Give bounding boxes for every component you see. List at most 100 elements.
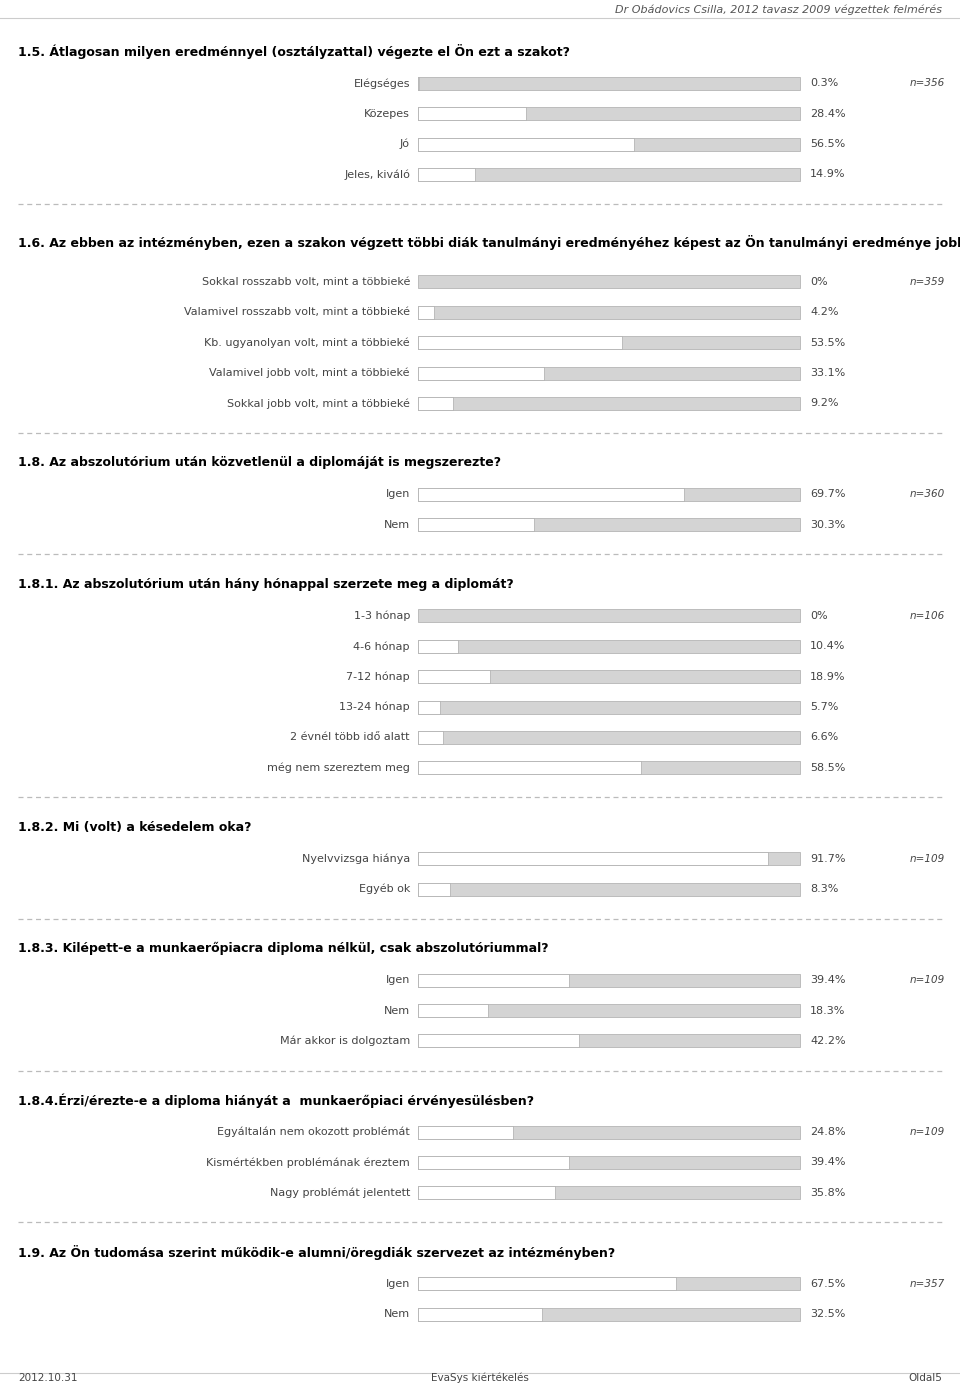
Text: n=359: n=359 [910,278,946,287]
Text: 4.2%: 4.2% [810,307,838,317]
FancyBboxPatch shape [418,138,634,151]
Text: Közepes: Közepes [364,109,410,119]
FancyBboxPatch shape [418,306,434,319]
FancyBboxPatch shape [418,138,800,151]
FancyBboxPatch shape [418,367,544,379]
FancyBboxPatch shape [418,336,800,349]
Text: 35.8%: 35.8% [810,1187,846,1198]
Text: 1-3 hónap: 1-3 hónap [353,611,410,621]
Text: Nem: Nem [384,1310,410,1320]
FancyBboxPatch shape [418,1278,800,1290]
FancyBboxPatch shape [418,1156,568,1169]
Text: 1.6. Az ebben az intézményben, ezen a szakon végzett többi diák tanulmányi eredm: 1.6. Az ebben az intézményben, ezen a sz… [18,234,960,250]
Text: Valamivel rosszabb volt, mint a többieké: Valamivel rosszabb volt, mint a többieké [184,307,410,317]
Text: EvaSys kiértékelés: EvaSys kiértékelés [431,1373,529,1384]
Text: 53.5%: 53.5% [810,338,845,347]
Text: Elégséges: Elégséges [353,78,410,88]
FancyBboxPatch shape [418,167,800,181]
FancyBboxPatch shape [418,1307,800,1321]
Text: 8.3%: 8.3% [810,884,838,894]
Text: Valamivel jobb volt, mint a többieké: Valamivel jobb volt, mint a többieké [209,368,410,378]
Text: 28.4%: 28.4% [810,109,846,119]
Text: 0.3%: 0.3% [810,78,838,88]
FancyBboxPatch shape [418,275,800,289]
FancyBboxPatch shape [418,1126,800,1138]
FancyBboxPatch shape [418,1307,542,1321]
Text: Nagy problémát jelentett: Nagy problémát jelentett [270,1187,410,1198]
FancyBboxPatch shape [418,1035,800,1048]
Text: 2012.10.31: 2012.10.31 [18,1373,78,1382]
FancyBboxPatch shape [418,1278,676,1290]
Text: n=356: n=356 [910,78,946,88]
Text: Sokkal rosszabb volt, mint a többieké: Sokkal rosszabb volt, mint a többieké [202,278,410,287]
Text: 5.7%: 5.7% [810,702,838,711]
Text: n=357: n=357 [910,1279,946,1289]
Text: n=109: n=109 [910,975,946,985]
Text: Már akkor is dolgoztam: Már akkor is dolgoztam [279,1035,410,1046]
Text: n=106: n=106 [910,611,946,621]
Text: 67.5%: 67.5% [810,1279,846,1289]
Text: n=109: n=109 [910,1127,946,1137]
Text: Nem: Nem [384,1006,410,1016]
Text: 91.7%: 91.7% [810,854,846,864]
Text: 1.8.1. Az abszolutórium után hány hónappal szerzete meg a diplomát?: 1.8.1. Az abszolutórium után hány hónapp… [18,578,514,590]
Text: Sokkal jobb volt, mint a többieké: Sokkal jobb volt, mint a többieké [228,398,410,409]
FancyBboxPatch shape [418,1004,488,1017]
FancyBboxPatch shape [418,731,800,744]
Text: 69.7%: 69.7% [810,490,846,499]
Text: Kb. ugyanolyan volt, mint a többieké: Kb. ugyanolyan volt, mint a többieké [204,338,410,347]
Text: 30.3%: 30.3% [810,520,845,530]
Text: 1.8.2. Mi (volt) a késedelem oka?: 1.8.2. Mi (volt) a késedelem oka? [18,820,252,834]
Text: 2 évnél több idő alatt: 2 évnél több idő alatt [291,732,410,742]
FancyBboxPatch shape [418,398,453,410]
Text: 13-24 hónap: 13-24 hónap [340,702,410,713]
FancyBboxPatch shape [418,306,800,319]
FancyBboxPatch shape [418,762,641,774]
Text: 9.2%: 9.2% [810,399,838,409]
FancyBboxPatch shape [418,336,622,349]
Text: 6.6%: 6.6% [810,732,838,742]
FancyBboxPatch shape [418,640,800,653]
Text: 0%: 0% [810,611,828,621]
Text: 10.4%: 10.4% [810,642,846,651]
FancyBboxPatch shape [418,398,800,410]
Text: 1.5. Átlagosan milyen eredménnyel (osztályzattal) végezte el Ön ezt a szakot?: 1.5. Átlagosan milyen eredménnyel (osztá… [18,45,570,59]
Text: Egyéb ok: Egyéb ok [359,884,410,894]
FancyBboxPatch shape [418,700,800,713]
FancyBboxPatch shape [418,1186,555,1200]
Text: Kismértékben problémának éreztem: Kismértékben problémának éreztem [206,1158,410,1168]
FancyBboxPatch shape [418,1186,800,1200]
FancyBboxPatch shape [418,488,800,501]
Text: 18.3%: 18.3% [810,1006,846,1016]
Text: 18.9%: 18.9% [810,671,846,682]
Text: Igen: Igen [386,975,410,985]
Text: 1.8. Az abszolutórium után közvetlenül a diplomáját is megszerezte?: 1.8. Az abszolutórium után közvetlenül a… [18,456,501,469]
FancyBboxPatch shape [418,883,449,896]
FancyBboxPatch shape [418,974,800,986]
FancyBboxPatch shape [418,883,800,896]
FancyBboxPatch shape [418,77,420,89]
Text: 42.2%: 42.2% [810,1036,846,1046]
Text: n=360: n=360 [910,490,946,499]
FancyBboxPatch shape [418,731,444,744]
Text: 33.1%: 33.1% [810,368,845,378]
Text: még nem szereztem meg: még nem szereztem meg [267,763,410,773]
Text: 58.5%: 58.5% [810,763,846,773]
Text: 1.8.3. Kilépett-e a munkaerőpiacra diploma nélkül, csak abszolutóriummal?: 1.8.3. Kilépett-e a munkaerőpiacra diplo… [18,942,548,956]
Text: Igen: Igen [386,1279,410,1289]
FancyBboxPatch shape [418,488,684,501]
Text: 39.4%: 39.4% [810,1158,846,1168]
FancyBboxPatch shape [418,1004,800,1017]
FancyBboxPatch shape [418,610,800,622]
FancyBboxPatch shape [418,1035,579,1048]
Text: Nyelvvizsga hiánya: Nyelvvizsga hiánya [301,854,410,864]
Text: 14.9%: 14.9% [810,169,846,180]
Text: 24.8%: 24.8% [810,1127,846,1137]
FancyBboxPatch shape [418,1126,513,1138]
FancyBboxPatch shape [418,852,800,865]
FancyBboxPatch shape [418,519,534,531]
Text: 0%: 0% [810,278,828,287]
Text: 1.9. Az Ön tudomása szerint működik-e alumni/öregdiák szervezet az intézményben?: 1.9. Az Ön tudomása szerint működik-e al… [18,1244,615,1260]
FancyBboxPatch shape [418,670,800,684]
FancyBboxPatch shape [418,640,458,653]
